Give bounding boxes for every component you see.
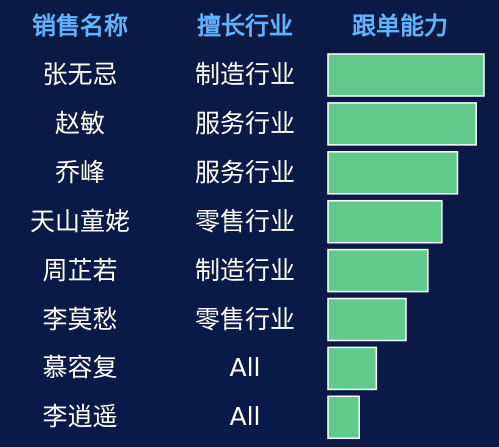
row-industry: 零售行业: [194, 206, 295, 236]
header-capability: 跟单能力: [352, 12, 448, 40]
capability-bar: [327, 248, 429, 293]
row-industry: 服务行业: [194, 157, 295, 187]
capability-bar: [327, 102, 477, 146]
row-sales-name: 天山童姥: [29, 206, 130, 236]
row-industry: 服务行业: [194, 108, 295, 138]
row-sales-name: 李逍遥: [42, 402, 118, 432]
capability-bar: [327, 395, 360, 440]
capability-bar: [327, 53, 485, 97]
row-industry: 制造行业: [194, 255, 295, 285]
row-sales-name: 慕容复: [42, 353, 118, 383]
capability-bar: [327, 297, 407, 342]
row-industry: All: [229, 402, 261, 432]
row-sales-name: 周芷若: [42, 255, 118, 285]
header-industry: 擅长行业: [197, 12, 293, 40]
row-sales-name: 乔峰: [54, 157, 105, 187]
row-industry: All: [229, 353, 261, 383]
row-sales-name: 李莫愁: [42, 304, 118, 334]
row-industry: 零售行业: [194, 304, 295, 334]
capability-bar: [327, 199, 443, 244]
capability-bar: [327, 151, 459, 195]
row-sales-name: 张无忌: [42, 60, 118, 89]
row-industry: 制造行业: [194, 60, 295, 89]
row-sales-name: 赵敏: [54, 108, 105, 138]
header-sales-name: 销售名称: [32, 12, 128, 40]
capability-bar: [327, 346, 378, 391]
